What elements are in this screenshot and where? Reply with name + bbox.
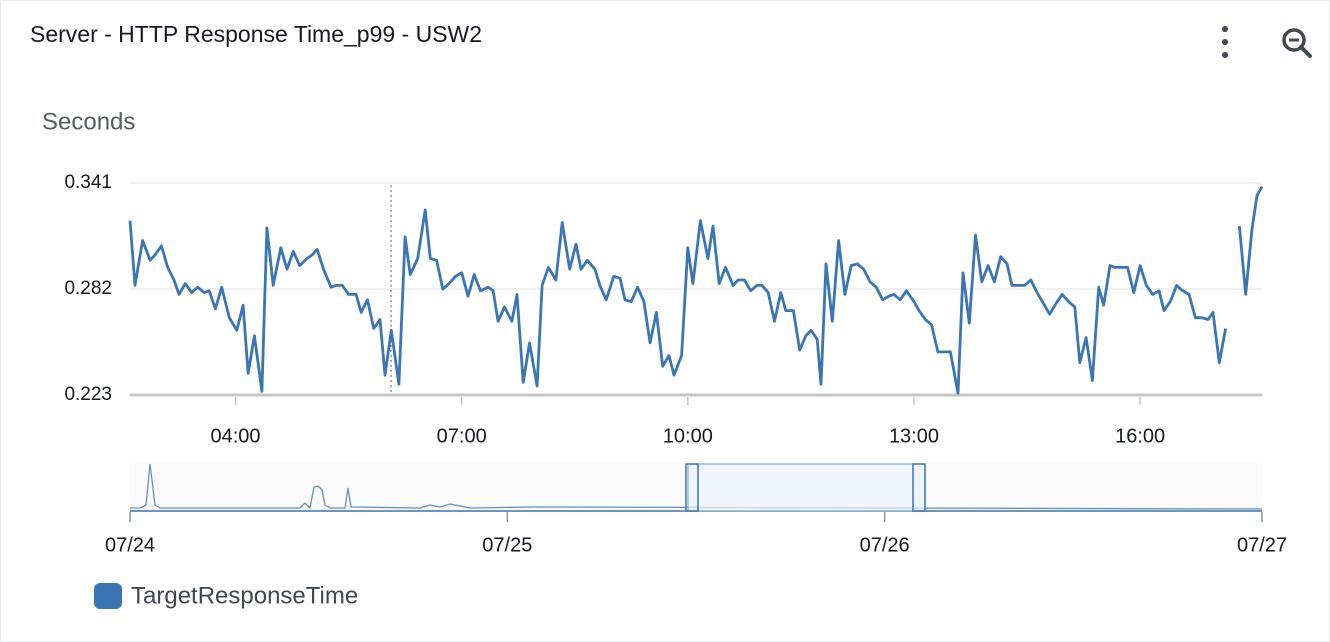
navigator[interactable] — [130, 463, 1263, 512]
zoom-out-button[interactable] — [1282, 28, 1312, 58]
zoom-icon-handle — [1299, 45, 1312, 58]
menu-button[interactable] — [1222, 26, 1228, 58]
zoom-icon-lens — [1282, 28, 1306, 52]
y-tick-label: 0.341 — [64, 172, 112, 193]
menu-dot — [1222, 39, 1228, 45]
y-axis-label: Seconds — [42, 108, 135, 135]
menu-dot — [1222, 52, 1228, 58]
menu-dot — [1222, 26, 1228, 32]
navigator-tick-label: 07/27 — [1237, 534, 1287, 556]
navigator-tick-label: 07/26 — [860, 534, 910, 556]
data-line — [128, 185, 1264, 395]
navigator-handle[interactable] — [912, 463, 926, 512]
navigator-tick-label: 07/24 — [105, 534, 155, 556]
x-tick-label: 13:00 — [889, 425, 939, 447]
x-tick-label: 07:00 — [437, 425, 487, 447]
legend-item[interactable]: TargetResponseTime — [94, 582, 358, 609]
navigator-tick-label: 07/25 — [482, 534, 532, 556]
legend-swatch — [94, 583, 122, 609]
navigator-handle[interactable] — [685, 463, 699, 512]
y-tick-label: 0.282 — [64, 278, 112, 299]
widget-title: Server - HTTP Response Time_p99 - USW2 — [30, 21, 482, 47]
navigator-sparkline — [130, 463, 1263, 510]
navigator-selection[interactable] — [687, 463, 926, 512]
y-tick-label: 0.223 — [64, 384, 112, 405]
x-tick-label: 10:00 — [663, 425, 713, 447]
x-tick-label: 16:00 — [1115, 425, 1165, 447]
legend-label: TargetResponseTime — [131, 582, 358, 609]
x-tick-label: 04:00 — [211, 425, 261, 447]
